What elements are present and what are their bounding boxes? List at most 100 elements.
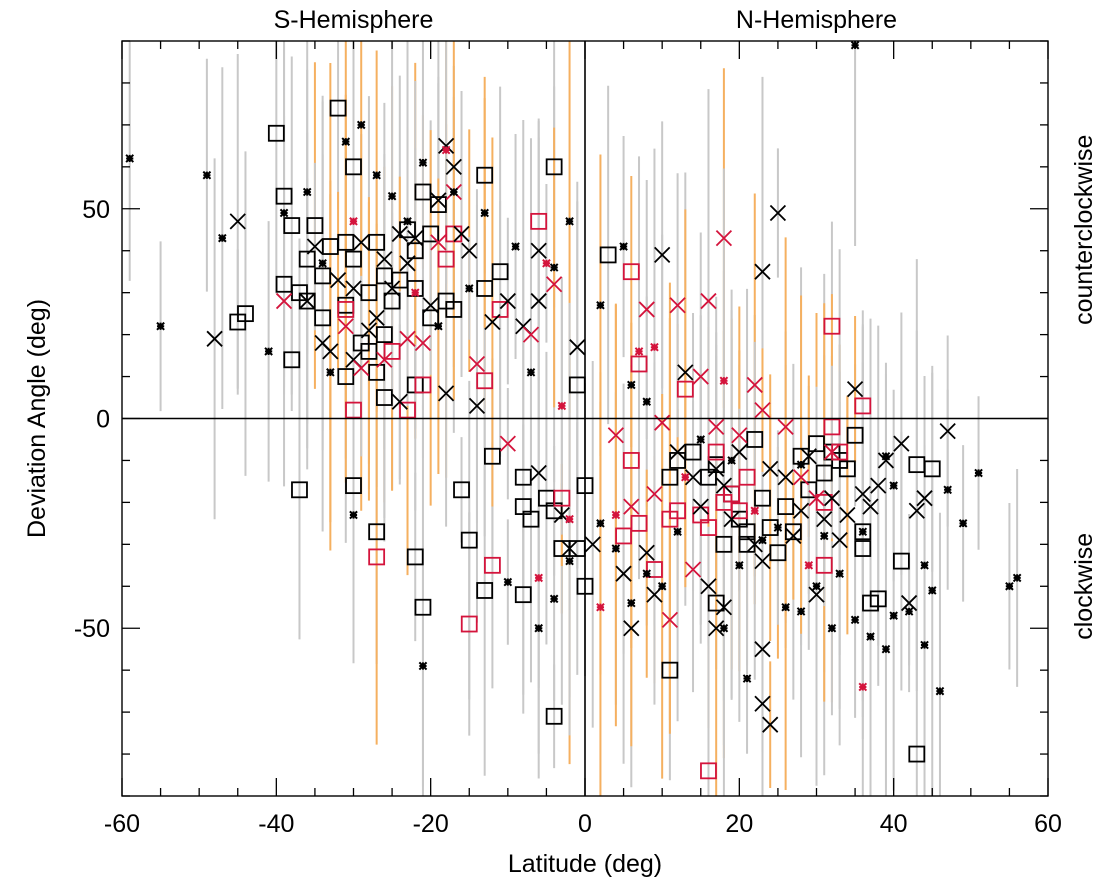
data-point-square (460, 531, 478, 549)
data-point-star (318, 258, 327, 268)
data-point-x (445, 158, 462, 175)
data-point-square (622, 452, 640, 469)
data-point-star (557, 401, 567, 411)
data-point-square (267, 124, 285, 142)
data-point-square (483, 447, 501, 465)
data-point-x (893, 435, 910, 452)
data-point-square (923, 460, 941, 478)
data-point-x (437, 385, 455, 402)
data-point-square (383, 342, 401, 360)
data-point-x (453, 225, 470, 243)
data-point-square (406, 242, 424, 260)
data-point-x (808, 586, 825, 603)
data-point-x (754, 695, 771, 712)
data-point-star (596, 519, 605, 528)
data-point-square (707, 456, 725, 474)
data-point-square (684, 443, 702, 461)
data-point-x (692, 498, 709, 515)
data-point-square (399, 401, 416, 419)
data-point-square (630, 514, 648, 532)
data-point-square (661, 661, 679, 679)
data-point-square (777, 498, 795, 515)
data-point-square (676, 380, 694, 398)
data-point-x (391, 225, 408, 243)
data-point-star (920, 640, 929, 650)
data-point-star (927, 586, 937, 595)
data-point-square (854, 540, 872, 557)
data-point-x (499, 435, 516, 452)
data-point-x (407, 230, 424, 247)
data-point-x (792, 502, 810, 519)
data-point-star (611, 510, 621, 520)
data-point-square (329, 99, 347, 117)
data-point-square (275, 275, 293, 293)
data-point-x (661, 611, 679, 628)
data-point-star (673, 527, 682, 537)
data-point-star (503, 577, 513, 587)
data-point-star (480, 208, 489, 218)
data-point-x (584, 536, 601, 553)
data-point-square (337, 368, 355, 385)
data-point-star (657, 581, 667, 591)
data-point-star (565, 556, 574, 566)
y-axis-label: Deviation Angle (deg) (23, 299, 51, 538)
data-point-square (414, 376, 432, 394)
data-point-x (322, 343, 339, 360)
data-point-x (677, 364, 694, 381)
y-tick-label: 50 (82, 196, 110, 224)
data-point-x (615, 565, 632, 582)
data-point-x (329, 271, 347, 289)
data-point-star (727, 456, 736, 465)
data-point-x (715, 599, 733, 616)
data-point-x (684, 561, 702, 578)
data-point-star (858, 682, 868, 692)
data-point-star (264, 347, 273, 356)
data-point-x (461, 242, 478, 259)
data-point-x (854, 485, 871, 503)
data-point-star (611, 544, 621, 553)
data-point-x (823, 490, 841, 507)
data-point-x (345, 280, 362, 297)
data-point-x (522, 326, 540, 343)
data-point-square (661, 468, 679, 486)
data-point-x (414, 334, 432, 352)
data-point-x (754, 552, 771, 570)
data-point-star (650, 342, 659, 352)
x-tick-label: -60 (104, 810, 140, 838)
data-point-x (229, 213, 246, 230)
data-point-square (368, 363, 386, 381)
data-point-square (337, 301, 355, 318)
data-point-x (870, 477, 887, 494)
data-point-x (708, 620, 725, 637)
data-point-square (700, 519, 717, 536)
x-tick-label: 60 (1034, 810, 1062, 838)
data-point-x (353, 234, 370, 251)
data-point-square (715, 535, 733, 553)
data-point-star (681, 472, 690, 482)
data-point-star (889, 481, 898, 490)
data-point-star (866, 632, 875, 641)
data-point-square (854, 397, 872, 415)
y-tick-label: -50 (74, 615, 110, 643)
data-point-star (596, 300, 605, 310)
data-point-star (565, 217, 574, 226)
data-point-star (750, 506, 760, 516)
data-point-square (360, 284, 378, 302)
data-point-star (349, 510, 358, 520)
data-point-square (314, 267, 332, 285)
data-point-x (623, 498, 640, 515)
counterclockwise-label: counterclockwise (1070, 135, 1098, 325)
data-point-star (626, 380, 636, 390)
data-point-star (827, 623, 837, 633)
data-point-x (823, 443, 841, 461)
data-point-x (484, 313, 501, 331)
data-point-square (530, 212, 548, 230)
data-point-star (742, 674, 752, 683)
data-point-square (815, 556, 833, 574)
data-point-star (881, 451, 891, 461)
data-point-square (368, 523, 386, 541)
data-point-star (719, 376, 729, 386)
data-point-x (769, 204, 787, 222)
data-point-star (464, 284, 474, 293)
data-point-square (514, 586, 532, 604)
